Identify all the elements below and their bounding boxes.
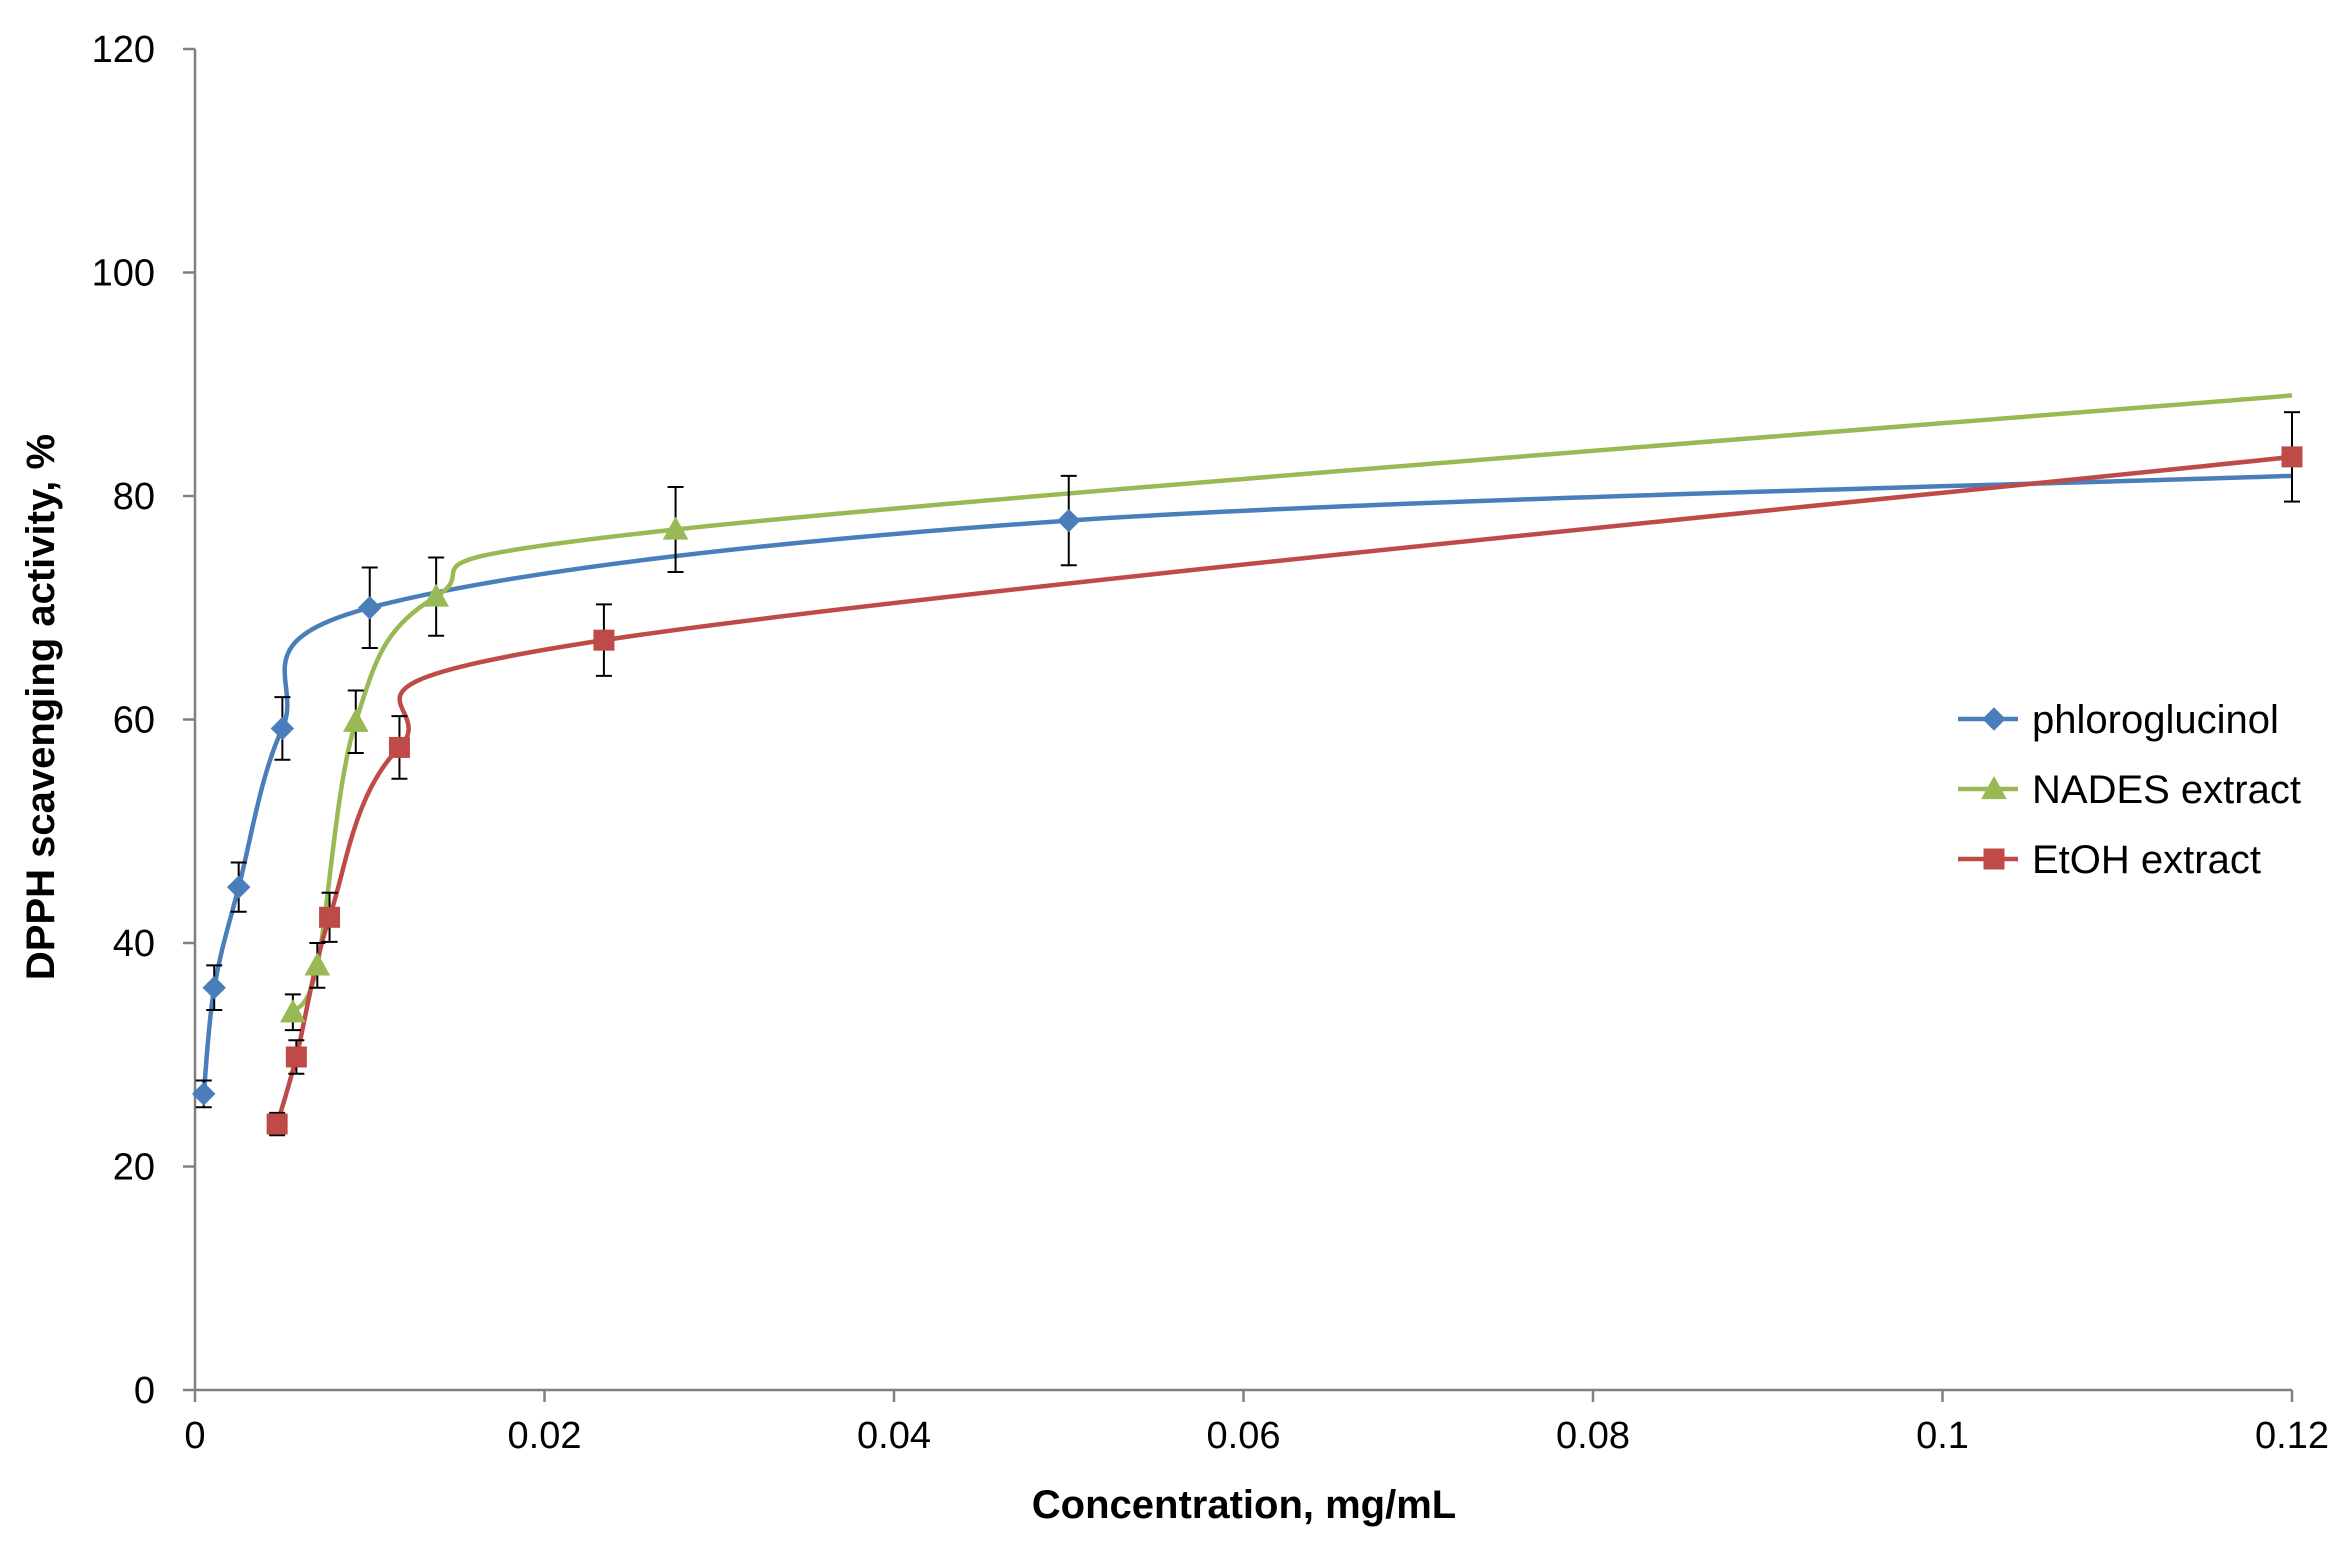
data-point-phloroglucinol [202,975,226,1000]
x-tick-label: 0.06 [1207,1415,1281,1457]
series-line-etoh-extract [274,454,2293,1125]
data-point-phloroglucinol [192,1082,216,1106]
x-tick-label: 0.1 [1916,1415,1969,1457]
data-point-etoh-extract [593,629,615,651]
y-tick-label: 20 [113,1147,155,1189]
error-bars [195,411,2300,1137]
data-point-etoh-extract [319,906,341,928]
y-tick-label: 0 [134,1370,155,1412]
legend-marker-etoh-extract [1983,848,2005,870]
x-tick-label: 0.04 [857,1415,931,1457]
data-point-etoh-extract [285,1046,307,1068]
legend-marker-phloroglucinol [1982,707,2006,731]
legend-marker-nades-extract [1981,775,2007,800]
data-point-phloroglucinol [358,596,382,620]
x-tick-label: 0 [184,1415,205,1457]
data-point-nades-extract [423,583,450,607]
x-tick-label: 0.08 [1556,1415,1630,1457]
axes: 0 20 40 60 80 100 120 0 0.02 0.04 0.06 0.08 0.1 0.12 [92,29,2329,1457]
legend: phloroglucinol NADES extract EtOH extract [1958,698,2301,882]
y-tick-label: 60 [113,700,155,742]
data-point-nades-extract [304,952,331,976]
data-point-etoh-extract [388,736,410,758]
x-tick-label: 0.12 [2255,1415,2329,1457]
data-point-phloroglucinol [270,716,295,741]
legend-label-etoh-extract: EtOH extract [2032,838,2261,882]
data-point-nades-extract [662,516,689,540]
y-tick-label: 100 [92,253,155,295]
data-point-etoh-extract [2281,446,2303,468]
x-axis-title: Concentration, mg/mL [1032,1483,1456,1527]
y-tick-label: 40 [113,923,155,965]
series-line-nades-extract [290,393,2293,1014]
series-markers [192,446,2303,1135]
legend-label-nades-extract: NADES extract [2032,768,2301,812]
x-tick-label: 0.02 [508,1415,582,1457]
data-point-phloroglucinol [1057,508,1081,533]
series-line-phloroglucinol [201,473,2293,1095]
series-lines [201,393,2293,1125]
data-point-nades-extract [342,708,369,732]
legend-label-phloroglucinol: phloroglucinol [2032,698,2279,742]
y-axis-title: DPPH scavenging activity, % [19,434,63,980]
data-point-phloroglucinol [226,875,251,899]
data-point-nades-extract [280,999,306,1023]
y-tick-label: 120 [92,29,155,71]
y-tick-label: 80 [113,476,155,518]
data-point-etoh-extract [266,1113,288,1135]
